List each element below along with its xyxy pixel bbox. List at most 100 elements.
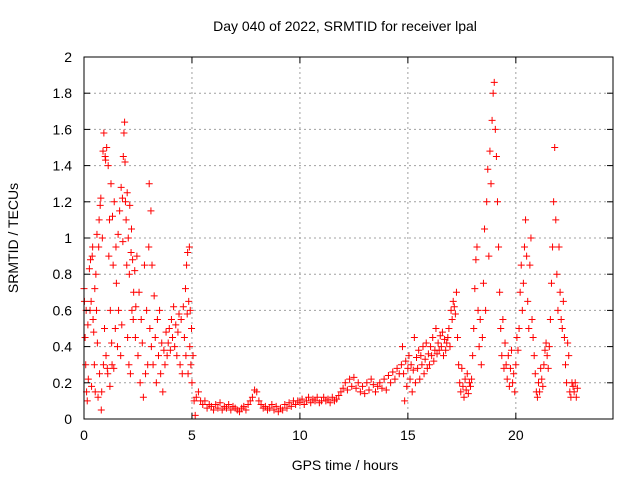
data-point [203,404,211,412]
data-point [573,384,581,392]
data-point [93,230,101,238]
data-point [320,393,328,401]
data-point [126,370,134,378]
data-point [380,375,388,383]
data-point [123,261,131,269]
data-point [257,401,265,409]
chart-title: Day 040 of 2022, SRMTID for receiver lpa… [213,18,477,34]
data-point [460,393,468,401]
data-point [382,386,390,394]
data-point [113,343,121,351]
data-point [472,256,480,264]
data-point [363,379,371,387]
data-point [413,353,421,361]
data-point [531,370,539,378]
data-point [176,361,184,369]
data-point [465,379,473,387]
data-point [105,216,113,224]
data-point [121,118,129,126]
y-tick-label: 0.8 [53,266,73,282]
data-point [564,339,572,347]
data-point [445,325,453,332]
data-point [88,382,96,390]
data-point [374,382,382,390]
data-point [367,375,375,383]
data-point [400,370,408,378]
data-point [393,364,401,372]
data-point [268,401,276,409]
data-point [461,375,469,383]
data-point [108,339,116,347]
data-point [143,306,151,314]
y-tick-label: 1.4 [53,158,73,174]
data-point [296,399,304,407]
data-point [346,375,354,383]
data-point [369,381,377,389]
data-point [530,352,538,360]
data-point [117,352,125,360]
data-point [116,207,124,215]
data-point [510,370,518,378]
data-point [192,393,200,401]
data-point [550,198,558,206]
data-point [91,388,99,396]
data-point [108,361,116,369]
data-point [476,315,484,323]
x-tick-label: 5 [188,427,196,443]
data-point [279,406,287,414]
data-point [96,201,104,209]
data-point [520,243,528,251]
data-point [542,339,550,347]
data-point [89,315,97,323]
data-point [266,404,274,412]
data-point [561,361,569,369]
data-point [500,364,508,372]
data-point [438,328,446,336]
data-point [457,388,465,396]
data-point [161,361,169,369]
data-point [94,393,102,401]
data-point [160,346,168,354]
data-point [326,399,334,407]
data-point [512,361,520,369]
data-point [103,144,111,151]
data-point [541,346,549,354]
data-point [104,162,112,170]
data-point [145,180,153,188]
data-point [139,393,147,401]
data-point [97,194,105,202]
data-point [83,397,91,405]
data-point [415,346,423,354]
data-point [569,382,577,390]
data-point [170,303,178,311]
data-point [441,335,449,343]
data-point [508,346,516,354]
data-point [175,310,183,318]
data-point [543,352,551,360]
data-point [522,216,530,224]
data-point [124,334,132,342]
data-point [488,116,496,124]
y-tick-label: 2 [64,49,72,65]
data-point [529,334,537,342]
data-point [514,346,522,354]
data-point [401,397,409,405]
data-point [166,346,174,354]
data-point [164,339,172,347]
y-tick-label: 0.2 [53,375,73,391]
data-point [389,368,397,376]
data-point [95,216,103,224]
data-point [156,306,164,314]
data-point [177,315,185,323]
y-tick-label: 1.6 [53,121,73,137]
y-tick-label: 0.4 [53,339,73,355]
data-point [129,315,137,323]
data-point [471,285,479,293]
data-point [118,194,126,202]
data-point [335,391,343,399]
data-point [110,364,118,372]
data-point [459,382,467,390]
data-point [285,399,293,407]
